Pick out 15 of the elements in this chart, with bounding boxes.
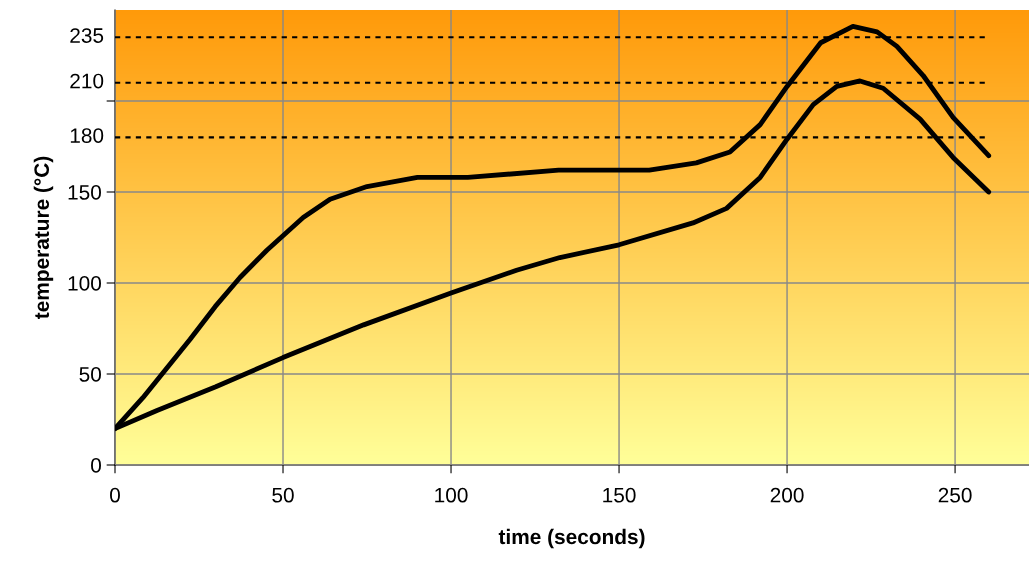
ref-line-label: 210	[70, 73, 104, 89]
x-tick-label: 0	[110, 487, 120, 503]
x-tick-label: 100	[435, 487, 468, 503]
ref-line-label: 235	[70, 28, 104, 43]
x-tick-label: 200	[770, 487, 804, 503]
ref-line-label: 180	[70, 128, 104, 143]
y-tick-label: 50	[79, 367, 101, 382]
x-axis-title: time (seconds)	[498, 528, 645, 549]
y-tick-label: 100	[68, 276, 101, 291]
x-tick-label: 50	[272, 487, 294, 503]
x-tick-label: 250	[938, 487, 972, 503]
y-axis-title: temperature (°C)	[33, 156, 54, 319]
y-tick-label: 150	[68, 185, 101, 200]
y-tick-label: 0	[91, 458, 101, 473]
x-tick-label: 150	[603, 487, 636, 503]
